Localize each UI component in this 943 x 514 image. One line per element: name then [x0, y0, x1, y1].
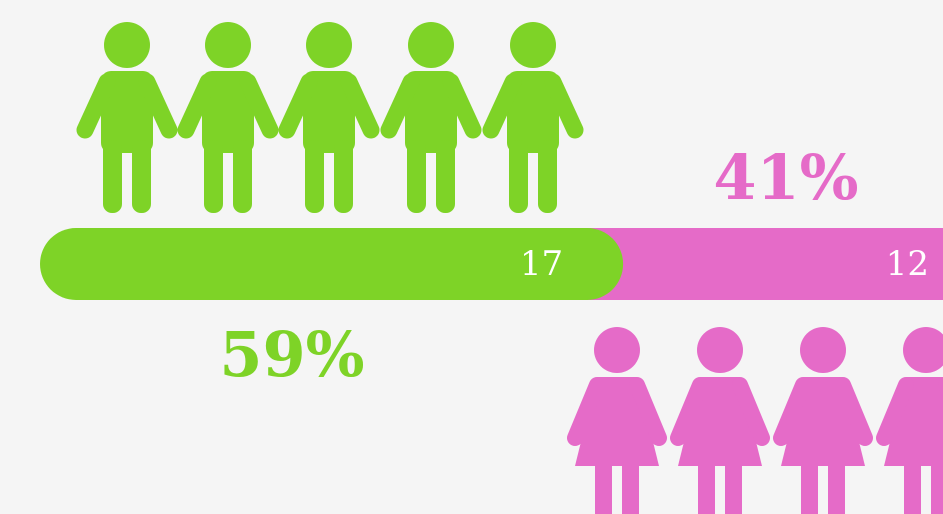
leg: [698, 460, 715, 514]
arm: [138, 73, 178, 139]
leg: [334, 140, 353, 213]
value-label: 12: [886, 244, 929, 284]
arm: [340, 73, 380, 139]
leg: [904, 460, 921, 514]
head: [800, 327, 846, 373]
arm: [239, 73, 279, 139]
leg: [801, 460, 818, 514]
man-icon: [278, 22, 380, 213]
leg: [828, 460, 845, 514]
leg: [725, 460, 742, 514]
bar-segment: [40, 228, 624, 300]
bars: 17 12 59% 41%: [40, 141, 943, 391]
head: [104, 22, 150, 68]
arm: [177, 73, 217, 139]
head: [408, 22, 454, 68]
head: [306, 22, 352, 68]
woman-icon: [876, 327, 943, 514]
arm: [567, 377, 605, 446]
leg: [622, 460, 639, 514]
leg: [204, 140, 223, 213]
leg: [436, 140, 455, 213]
torso: [405, 71, 457, 153]
head: [205, 22, 251, 68]
leg: [595, 460, 612, 514]
arm: [380, 73, 420, 139]
arm: [629, 377, 667, 446]
leg: [305, 140, 324, 213]
arm: [732, 377, 770, 446]
arm: [773, 377, 811, 446]
leg: [407, 140, 426, 213]
torso: [101, 71, 153, 153]
leg: [931, 460, 943, 514]
arm: [442, 73, 482, 139]
arm: [670, 377, 708, 446]
man-icon: [76, 22, 178, 213]
head: [594, 327, 640, 373]
head: [697, 327, 743, 373]
arm: [544, 73, 584, 139]
man-icon: [177, 22, 279, 213]
leg: [103, 140, 122, 213]
woman-icon: [670, 327, 770, 514]
woman-icon: [567, 327, 667, 514]
torso: [202, 71, 254, 153]
arm: [835, 377, 873, 446]
leg: [538, 140, 557, 213]
woman-icon: [773, 327, 873, 514]
leg: [233, 140, 252, 213]
share-label: 59%: [219, 318, 364, 391]
arm: [76, 73, 116, 139]
value-label: 17: [520, 244, 563, 284]
dress: [884, 377, 943, 466]
arm: [482, 73, 522, 139]
man-icon: [482, 22, 584, 213]
head: [510, 22, 556, 68]
leg: [132, 140, 151, 213]
arm: [278, 73, 318, 139]
head: [903, 327, 943, 373]
torso: [507, 71, 559, 153]
arm: [876, 377, 914, 446]
share-label: 41%: [713, 141, 858, 214]
icons: [76, 22, 943, 514]
man-icon: [380, 22, 482, 213]
torso: [303, 71, 355, 153]
leg: [509, 140, 528, 213]
